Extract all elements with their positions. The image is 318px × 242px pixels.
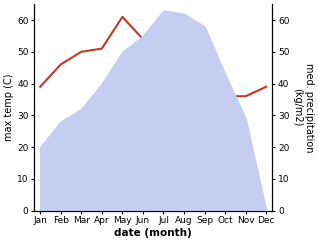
Y-axis label: max temp (C): max temp (C): [4, 74, 14, 141]
X-axis label: date (month): date (month): [114, 228, 192, 238]
Y-axis label: med. precipitation
(kg/m2): med. precipitation (kg/m2): [292, 63, 314, 152]
